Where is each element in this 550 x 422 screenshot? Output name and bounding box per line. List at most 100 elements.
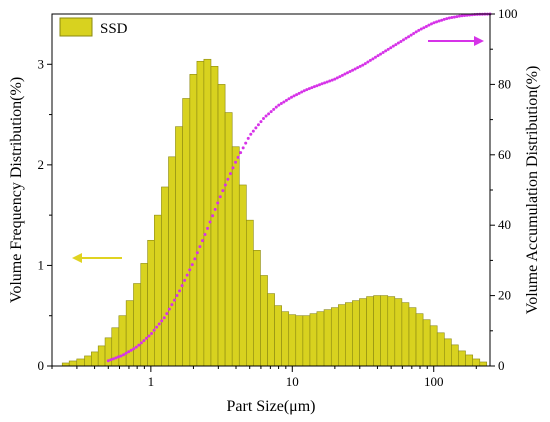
right-axis-label: Volume Accumulation Distribution(%) [524, 66, 541, 315]
cumulative-dots [106, 12, 492, 363]
cumulative-point [244, 141, 248, 145]
cumulative-point [295, 93, 299, 97]
cumulative-point [404, 36, 408, 40]
cumulative-point [282, 100, 286, 104]
cumulative-point [302, 89, 306, 93]
bar [182, 98, 191, 367]
left-arrow [72, 253, 122, 263]
cumulative-point [175, 294, 179, 298]
cumulative-point [251, 129, 255, 133]
bar [161, 186, 169, 367]
bar [451, 344, 459, 367]
cumulative-point [305, 88, 309, 92]
legend-label: SSD [100, 21, 128, 37]
cumulative-point [318, 83, 321, 87]
cumulative-point [132, 347, 136, 351]
cumulative-point [221, 189, 225, 193]
bar [316, 311, 325, 367]
cumulative-point [310, 86, 314, 90]
cumulative-point [249, 132, 253, 136]
cumulative-point [437, 19, 441, 23]
bar [387, 296, 396, 367]
cumulative-point [381, 51, 385, 55]
frequency-bars [61, 58, 488, 367]
cumulative-point [424, 24, 428, 28]
cumulative-point [345, 71, 349, 75]
cumulative-point [203, 232, 207, 236]
cumulative-point [391, 44, 395, 48]
cumulative-point [292, 94, 296, 98]
bar [380, 295, 389, 367]
cumulative-point [147, 334, 151, 338]
right-tick-label: 20 [498, 288, 511, 303]
cumulative-point [274, 105, 278, 109]
x-tick-label: 1 [148, 374, 155, 389]
x-tick-label: 10 [286, 374, 299, 389]
bar [330, 307, 339, 367]
bar [68, 360, 78, 367]
cumulative-point [127, 350, 131, 354]
cumulative-point [450, 16, 454, 20]
bar [465, 354, 474, 367]
bar [91, 351, 99, 367]
cumulative-point [157, 322, 161, 326]
bar [231, 146, 240, 367]
cumulative-point [272, 107, 276, 111]
cumulative-point [351, 68, 355, 72]
cumulative-point [195, 251, 199, 255]
cumulative-point [290, 95, 294, 99]
cumulative-point [419, 27, 423, 31]
cumulative-point [226, 177, 230, 181]
cumulative-point [259, 120, 263, 124]
bar [352, 300, 360, 367]
cumulative-point [213, 207, 217, 211]
bar [302, 315, 311, 367]
cumulative-point [417, 28, 421, 32]
cumulative-point [122, 353, 126, 357]
cumulative-point [134, 345, 138, 349]
bar [443, 338, 452, 367]
bar [217, 84, 226, 367]
cumulative-point [188, 268, 192, 272]
bar [203, 58, 212, 367]
cumulative-point [386, 47, 390, 51]
bar [168, 156, 176, 367]
cumulative-point [180, 284, 184, 288]
bar [436, 332, 445, 367]
cumulative-point [323, 81, 327, 85]
bar [97, 345, 106, 367]
legend: SSD [59, 17, 128, 37]
bar [408, 307, 417, 367]
cumulative-point [223, 183, 227, 187]
right-tick-label: 60 [498, 147, 511, 162]
right-axis-ticks: 0 20 40 60 80 100 [490, 6, 518, 373]
cumulative-point [366, 60, 370, 64]
cumulative-point [170, 303, 174, 307]
cumulative-point [256, 123, 260, 127]
bar [118, 315, 127, 367]
cumulative-point [165, 312, 169, 316]
cumulative-point [353, 67, 357, 71]
cumulative-point [193, 257, 197, 261]
bar [366, 296, 374, 367]
cumulative-point [376, 54, 380, 58]
cumulative-point [315, 84, 319, 88]
cumulative-point [239, 151, 243, 155]
cumulative-point [300, 90, 304, 94]
cumulative-point [167, 307, 171, 311]
bar [224, 112, 233, 367]
cumulative-point [463, 13, 467, 17]
cumulative-point [234, 160, 238, 164]
left-axis-label: Volume Frequency Distribution(%) [8, 77, 25, 303]
cumulative-point [445, 17, 449, 21]
cumulative-point [162, 316, 166, 320]
bar [394, 298, 403, 367]
cumulative-point [435, 20, 439, 24]
cumulative-point [338, 75, 342, 79]
cumulative-point [183, 278, 187, 282]
x-axis-label: Part Size(μm) [227, 398, 316, 415]
bar [401, 302, 410, 367]
bar [373, 295, 381, 367]
cumulative-point [320, 82, 324, 86]
cumulative-point [409, 33, 413, 37]
